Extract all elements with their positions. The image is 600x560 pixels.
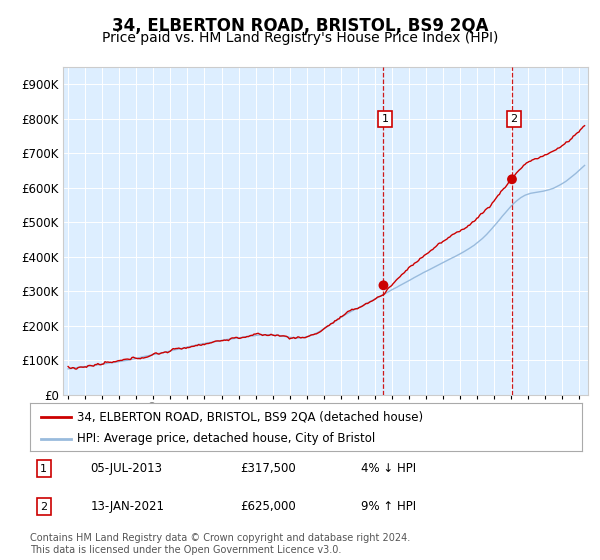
Point (379, 281, 388, 290)
Text: 34, ELBERTON ROAD, BRISTOL, BS9 2QA (detached house): 34, ELBERTON ROAD, BRISTOL, BS9 2QA (det… (77, 411, 423, 424)
Text: 9% ↑ HPI: 9% ↑ HPI (361, 500, 416, 513)
Text: 05-JUL-2013: 05-JUL-2013 (91, 462, 163, 475)
Text: 1: 1 (40, 464, 47, 474)
Text: £625,000: £625,000 (240, 500, 296, 513)
Text: Contains HM Land Registry data © Crown copyright and database right 2024.
This d: Contains HM Land Registry data © Crown c… (30, 533, 410, 555)
Text: 34, ELBERTON ROAD, BRISTOL, BS9 2QA: 34, ELBERTON ROAD, BRISTOL, BS9 2QA (112, 17, 488, 35)
Text: £317,500: £317,500 (240, 462, 296, 475)
Point (507, 175, 517, 184)
Text: Price paid vs. HM Land Registry's House Price Index (HPI): Price paid vs. HM Land Registry's House … (102, 31, 498, 45)
Text: 2: 2 (40, 502, 47, 511)
Text: 1: 1 (382, 114, 389, 124)
Text: 2: 2 (510, 114, 517, 124)
Text: 13-JAN-2021: 13-JAN-2021 (91, 500, 165, 513)
Text: 4% ↓ HPI: 4% ↓ HPI (361, 462, 416, 475)
Text: HPI: Average price, detached house, City of Bristol: HPI: Average price, detached house, City… (77, 432, 375, 445)
